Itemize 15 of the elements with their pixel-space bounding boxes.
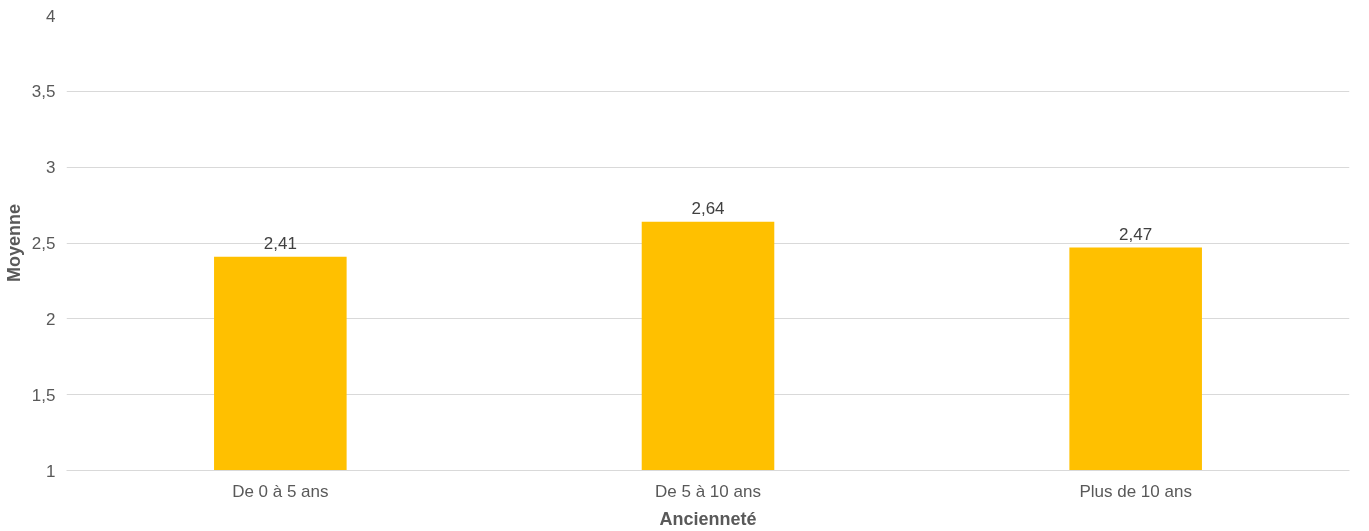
y-tick-label: 2,5: [31, 234, 56, 253]
y-tick-label: 3,5: [31, 82, 56, 102]
y-tick-label: 1,5: [31, 385, 56, 405]
y-tick-label: 1: [46, 461, 56, 481]
y-axis-title: Moyenne: [3, 203, 24, 283]
y-tick-label: 2: [46, 309, 56, 329]
x-tick-label: De 0 à 5 ans: [232, 481, 329, 501]
data-label: 2,64: [691, 198, 725, 218]
y-tick-label: 3: [46, 158, 56, 178]
y-tick-label: 4: [46, 6, 56, 26]
x-tick-label: Plus de 10 ans: [1079, 481, 1192, 501]
data-label: 2,47: [1119, 224, 1153, 244]
x-tick-label: De 5 à 10 ans: [655, 481, 761, 501]
x-axis-title: Ancienneté: [659, 508, 757, 529]
data-label: 2,41: [263, 233, 297, 253]
